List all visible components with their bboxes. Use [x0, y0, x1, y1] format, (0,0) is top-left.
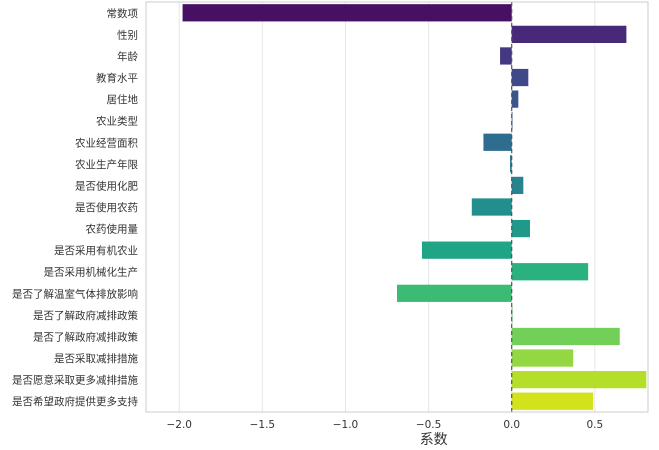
bar	[511, 349, 574, 367]
category-label: 是否了解温室气体排放影响	[12, 287, 138, 300]
bar	[511, 90, 519, 108]
category-label: 农业生产年限	[75, 158, 138, 171]
x-tick-label: −2.0	[166, 419, 192, 431]
category-label: 是否采用有机农业	[54, 244, 138, 257]
bar	[511, 306, 513, 324]
x-tick-label: −1.5	[250, 419, 276, 431]
x-tick-label: −0.5	[416, 419, 442, 431]
bars	[182, 4, 647, 410]
bar	[182, 4, 512, 22]
bar	[511, 68, 529, 87]
category-label: 是否采取减排措施	[54, 352, 138, 365]
bar	[511, 392, 594, 410]
bar	[511, 263, 589, 281]
bar	[500, 47, 512, 65]
category-label: 农业类型	[96, 115, 138, 128]
category-label: 是否愿意采取更多减排措施	[12, 374, 138, 387]
bar	[510, 155, 512, 173]
category-label: 居住地	[107, 93, 139, 106]
category-label: 常数项	[107, 7, 139, 20]
x-tick-labels: −2.0 −1.5 −1.0 −0.5 0.0 0.5	[166, 419, 603, 431]
category-label: 农药使用量	[86, 223, 139, 236]
bar	[421, 241, 512, 259]
category-label: 是否采用机械化生产	[44, 266, 139, 279]
bar	[511, 371, 647, 389]
category-label: 年龄	[117, 50, 138, 63]
x-tick-label: −1.0	[333, 419, 359, 431]
bar	[511, 25, 627, 43]
x-tick-label: 0.5	[586, 419, 603, 431]
bar	[511, 327, 620, 346]
category-label: 是否希望政府提供更多支持	[12, 395, 138, 408]
x-axis-title: 系数	[420, 432, 448, 448]
category-labels: 常数项性别年龄教育水平居住地农业类型农业经营面积农业生产年限是否使用化肥是否使用…	[12, 7, 138, 408]
bar	[511, 112, 513, 130]
category-label: 是否使用化肥	[75, 179, 138, 192]
category-label: 是否使用农药	[75, 201, 138, 214]
category-label: 是否了解政府减排政策	[33, 309, 138, 322]
category-label: 教育水平	[96, 72, 138, 85]
category-label: 是否了解政府减排政策	[33, 330, 138, 343]
category-label: 农业经营面积	[75, 136, 138, 149]
bar	[397, 284, 512, 302]
category-label: 性别	[117, 28, 138, 41]
plot-frame	[145, 1, 649, 413]
x-tick-label: 0.0	[503, 419, 520, 431]
bar	[511, 219, 530, 238]
bar	[471, 198, 512, 216]
bar	[483, 133, 512, 151]
bar	[511, 176, 524, 195]
